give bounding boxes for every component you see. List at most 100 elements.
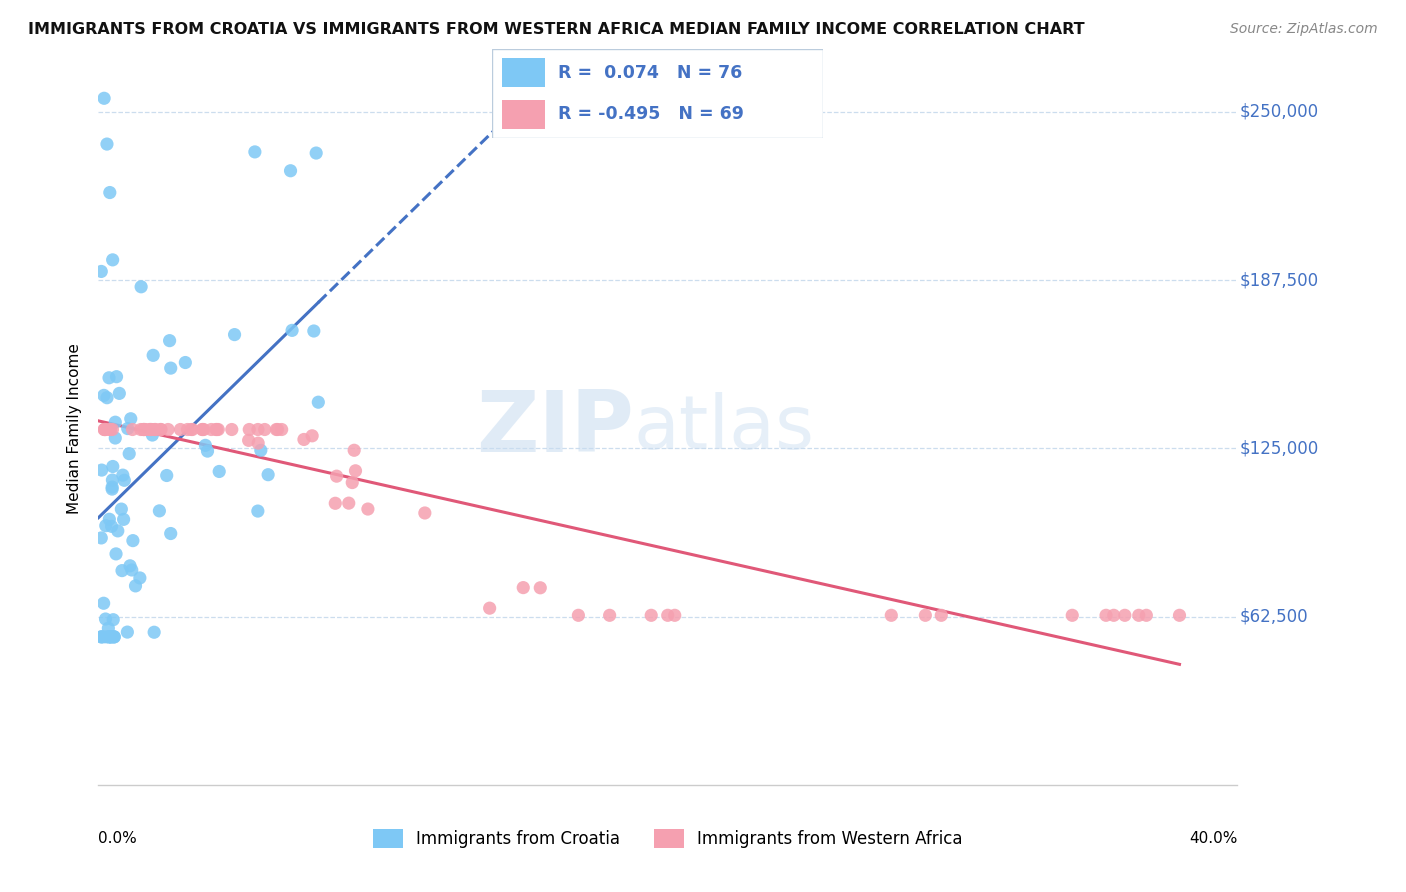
Point [305,146,328,161]
Point [94,518,117,533]
Point [138,423,160,437]
Point [174,355,197,369]
Point [129,423,152,437]
Point [100,630,122,644]
Point [143,625,166,640]
Point [96,630,118,644]
Point [110,502,132,516]
Text: $62,500: $62,500 [1240,607,1308,625]
Point [145,423,167,437]
Point [191,423,214,437]
Point [238,434,260,448]
Point [97,630,120,644]
Point [159,334,181,348]
Text: $125,000: $125,000 [1240,440,1319,458]
Point [208,465,231,479]
Point [323,496,346,510]
Point [111,468,134,483]
Point [344,464,367,478]
Point [342,475,364,490]
Point [325,469,347,483]
Point [1168,608,1191,623]
Point [101,252,124,267]
Point [197,444,219,458]
Point [169,423,191,437]
Point [257,467,280,482]
Point [93,423,115,437]
Point [193,423,215,437]
Point [149,423,172,437]
Point [104,415,127,429]
Point [91,630,114,644]
Point [98,512,121,526]
Point [139,423,162,437]
Point [93,388,115,402]
Point [93,596,115,610]
Point [101,482,124,496]
Point [121,423,143,437]
Point [191,423,214,437]
Point [108,386,131,401]
Point [97,621,120,635]
Text: R = -0.495   N = 69: R = -0.495 N = 69 [558,105,744,123]
Point [250,443,273,458]
Point [281,323,304,337]
Point [121,563,143,577]
Point [280,163,302,178]
Point [205,423,228,437]
Point [93,423,115,437]
Point [105,369,128,384]
Point [132,423,155,437]
Legend: Immigrants from Croatia, Immigrants from Western Africa: Immigrants from Croatia, Immigrants from… [367,822,969,855]
Point [142,348,165,362]
Point [134,423,156,437]
Point [238,423,260,437]
Point [914,608,936,623]
Point [1114,608,1136,623]
Point [112,473,135,487]
Point [120,411,142,425]
Point [194,438,217,452]
Point [96,137,118,152]
Point [149,423,172,437]
Point [124,579,146,593]
Point [266,423,288,437]
Point [247,436,270,450]
Point [159,526,181,541]
Point [224,327,246,342]
Point [246,423,269,437]
Point [103,630,125,644]
Point [129,280,152,294]
Point [128,571,150,585]
Point [98,423,121,437]
Point [107,524,129,538]
Point [101,423,124,437]
Point [93,91,115,105]
Bar [502,100,546,129]
Text: 0.0%: 0.0% [98,831,138,847]
Point [657,608,679,623]
Point [97,630,120,644]
Point [94,423,117,437]
Point [118,447,141,461]
Point [529,581,551,595]
Point [207,423,229,437]
Point [599,608,621,623]
Point [929,608,952,623]
Point [103,613,125,627]
Point [98,371,121,385]
Point [132,423,155,437]
Point [100,630,122,644]
Point [640,608,662,623]
Point [664,608,686,623]
Point [266,423,288,437]
Point [301,429,323,443]
Point [143,423,166,437]
Point [104,431,127,445]
Point [90,630,112,644]
Point [94,612,117,626]
Text: 40.0%: 40.0% [1189,831,1237,847]
Point [105,547,128,561]
Point [181,423,204,437]
FancyBboxPatch shape [492,49,823,138]
